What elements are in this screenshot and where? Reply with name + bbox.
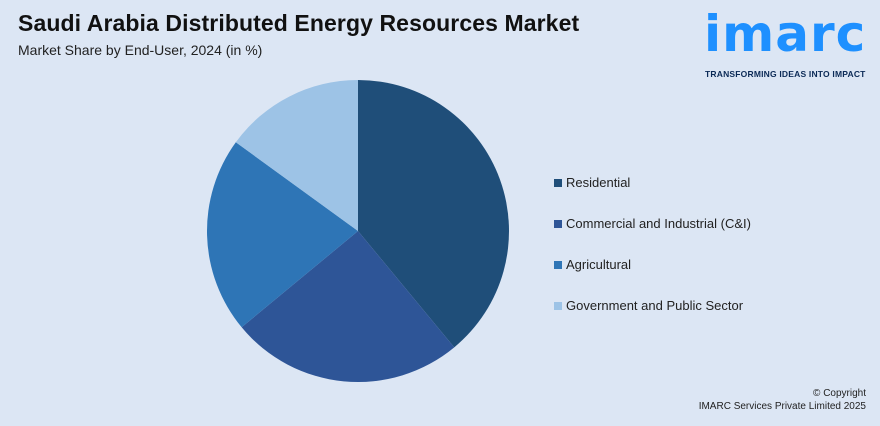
- pie-slice-residential: [358, 80, 509, 348]
- legend-swatch: [554, 301, 562, 310]
- legend-item: Residential: [554, 162, 751, 203]
- pie-slice-agricultural: [207, 142, 358, 328]
- chart-legend: Residential Commercial and Industrial (C&…: [554, 162, 751, 326]
- legend-swatch: [554, 219, 562, 228]
- legend-label: Agricultural: [566, 257, 632, 272]
- logo-tagline: TRANSFORMING IDEAS INTO IMPACT: [705, 69, 866, 79]
- chart-subtitle: Market Share by End-User, 2024 (in %): [18, 42, 263, 58]
- pie-chart: [207, 80, 509, 382]
- copyright-line-1: © Copyright: [813, 388, 866, 399]
- legend-item: Government and Public Sector: [554, 285, 751, 326]
- legend-label: Commercial and Industrial (C&I): [566, 216, 751, 231]
- legend-swatch: [554, 178, 562, 187]
- pie-slice-commercial-and-industrial-c-i: [241, 231, 455, 382]
- legend-item: Agricultural: [554, 244, 751, 285]
- legend-label: Government and Public Sector: [566, 298, 744, 313]
- legend-swatch: [554, 260, 562, 269]
- imarc-logo: imarc TRANSFORMING IDEAS INTO IMPACT: [704, 5, 874, 82]
- copyright-line-2: IMARC Services Private Limited 2025: [698, 401, 866, 412]
- legend-item: Commercial and Industrial (C&I): [554, 203, 751, 244]
- copyright-notice: © Copyright IMARC Services Private Limit…: [699, 387, 866, 413]
- chart-title: Saudi Arabia Distributed Energy Resource…: [18, 10, 580, 36]
- pie-slices: [207, 80, 509, 382]
- pie-slice-government-and-public-sector: [235, 80, 358, 231]
- logo-wordmark: imarc: [704, 5, 867, 63]
- legend-label: Residential: [566, 175, 631, 190]
